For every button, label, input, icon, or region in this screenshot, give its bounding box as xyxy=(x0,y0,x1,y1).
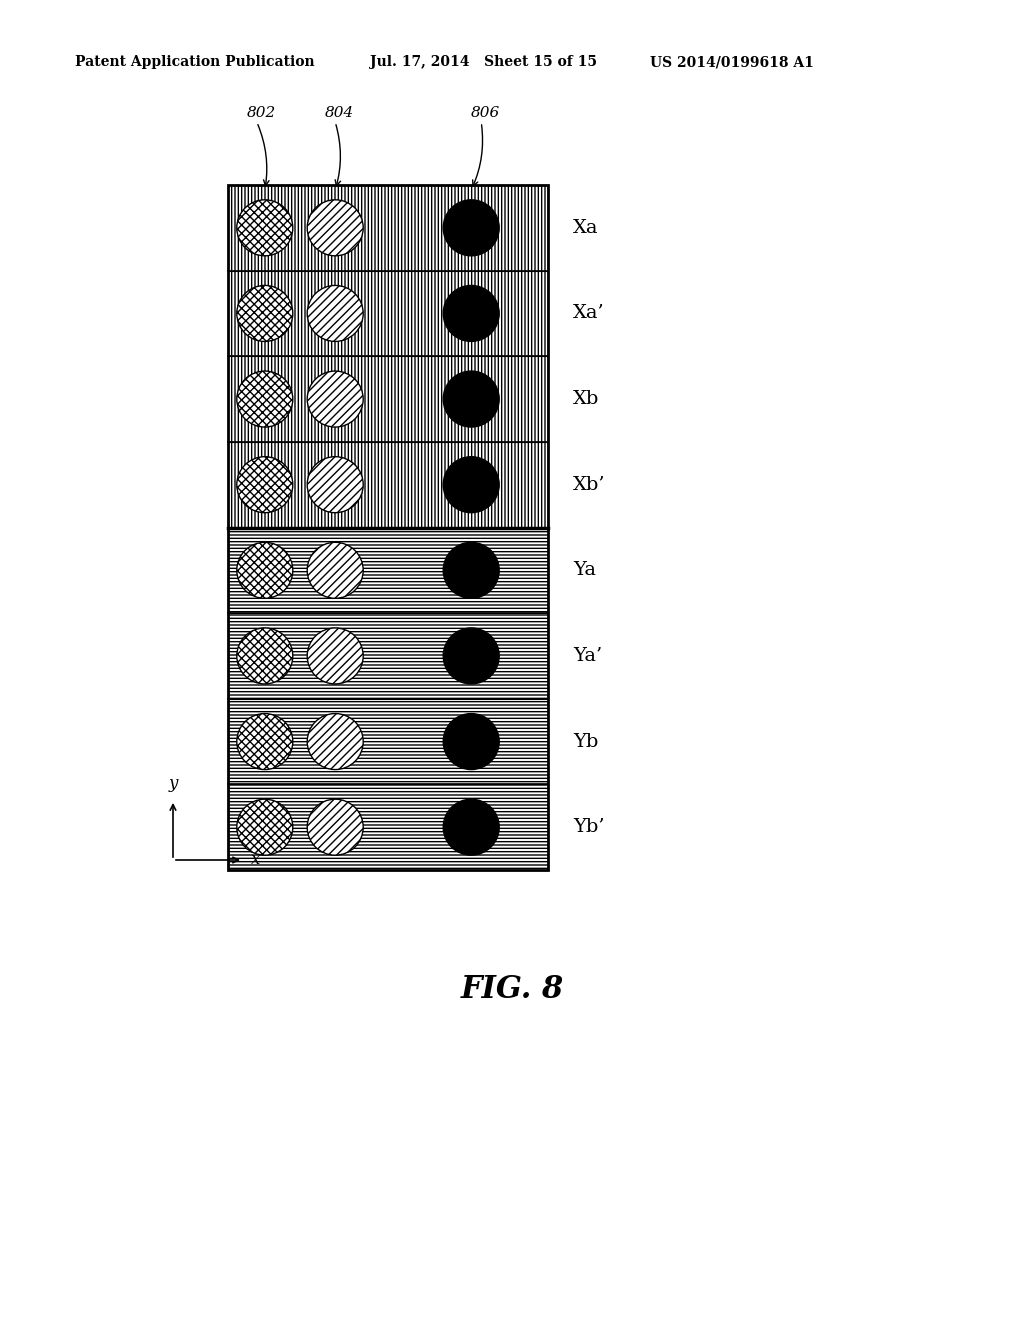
Circle shape xyxy=(443,714,500,770)
Bar xyxy=(228,185,548,870)
Circle shape xyxy=(237,199,293,256)
Bar xyxy=(228,612,548,698)
Circle shape xyxy=(237,799,293,855)
Circle shape xyxy=(307,628,364,684)
Circle shape xyxy=(443,371,500,428)
Circle shape xyxy=(443,457,500,512)
Circle shape xyxy=(237,543,293,598)
Bar xyxy=(228,784,548,870)
Text: 802: 802 xyxy=(247,106,276,120)
Circle shape xyxy=(237,628,293,684)
Text: Ya’: Ya’ xyxy=(573,647,602,665)
Circle shape xyxy=(307,457,364,512)
Bar xyxy=(228,528,548,612)
Text: US 2014/0199618 A1: US 2014/0199618 A1 xyxy=(650,55,814,69)
Text: Jul. 17, 2014   Sheet 15 of 15: Jul. 17, 2014 Sheet 15 of 15 xyxy=(370,55,597,69)
Text: Yb’: Yb’ xyxy=(573,818,604,836)
Circle shape xyxy=(443,799,500,855)
Text: FIG. 8: FIG. 8 xyxy=(461,974,563,1006)
Circle shape xyxy=(443,543,500,598)
Circle shape xyxy=(307,799,364,855)
Circle shape xyxy=(307,199,364,256)
Circle shape xyxy=(237,285,293,342)
Bar xyxy=(228,442,548,528)
Text: 806: 806 xyxy=(471,106,501,120)
Text: y: y xyxy=(168,775,178,792)
Circle shape xyxy=(443,199,500,256)
Text: Xb: Xb xyxy=(573,391,599,408)
Text: 804: 804 xyxy=(326,106,354,120)
Circle shape xyxy=(237,457,293,512)
Circle shape xyxy=(307,714,364,770)
Text: Ya: Ya xyxy=(573,561,596,579)
Circle shape xyxy=(443,628,500,684)
Text: Patent Application Publication: Patent Application Publication xyxy=(75,55,314,69)
Circle shape xyxy=(443,285,500,342)
Circle shape xyxy=(307,285,364,342)
Bar xyxy=(228,271,548,356)
Bar xyxy=(228,356,548,442)
Circle shape xyxy=(307,543,364,598)
Circle shape xyxy=(237,714,293,770)
Circle shape xyxy=(307,371,364,428)
Text: Xa’: Xa’ xyxy=(573,305,605,322)
Text: Yb: Yb xyxy=(573,733,598,751)
Text: Xb’: Xb’ xyxy=(573,475,605,494)
Bar xyxy=(228,185,548,271)
Bar xyxy=(228,698,548,784)
Circle shape xyxy=(237,371,293,428)
Text: x: x xyxy=(251,851,260,869)
Text: Xa: Xa xyxy=(573,219,598,236)
